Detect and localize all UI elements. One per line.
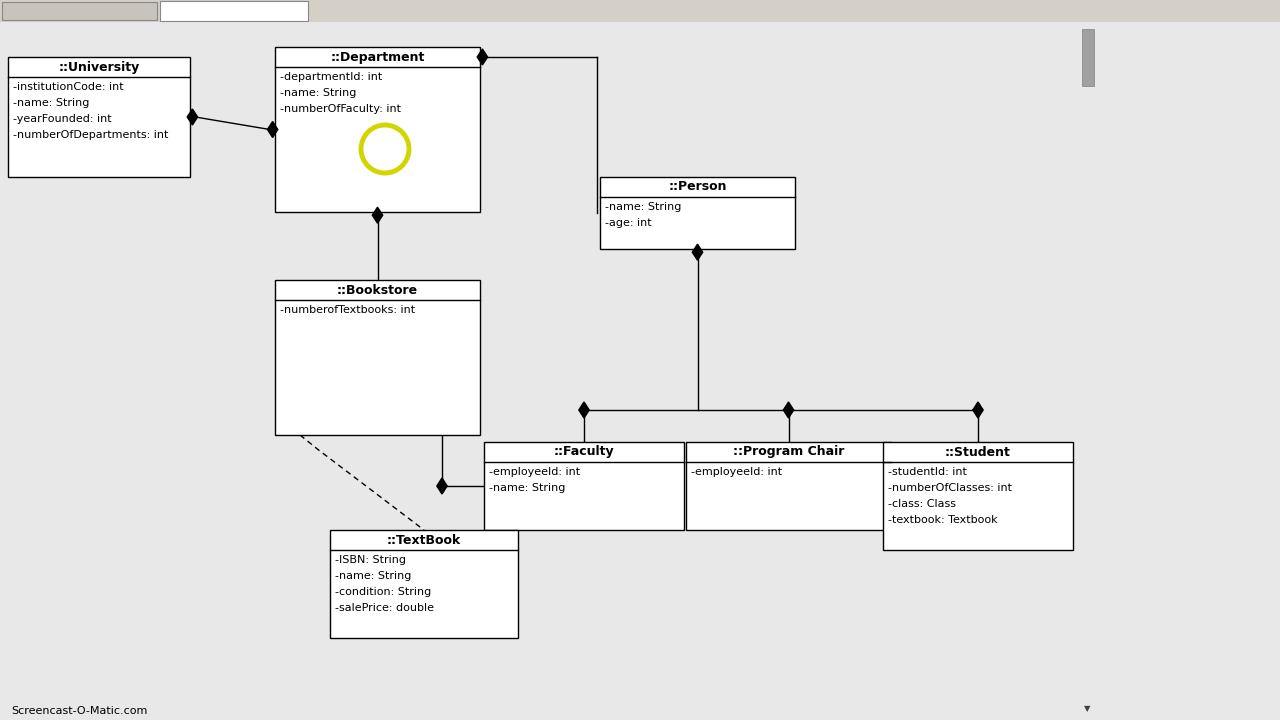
Text: ::Bookstore: ::Bookstore [337,284,419,297]
Text: -employeeId: int: -employeeId: int [691,467,782,477]
Bar [275,47,480,212]
Text: -name: String: -name: String [280,88,356,98]
Text: -employeeId: int: -employeeId: int [489,467,580,477]
Text: -yearFounded: int: -yearFounded: int [13,114,111,124]
Text: -age: int: -age: int [605,217,652,228]
Text: -textbook: Textbook: -textbook: Textbook [888,515,997,525]
Bar [883,442,1073,550]
Text: ::Department: ::Department [330,50,425,63]
Text: -departmentId: int: -departmentId: int [280,71,383,81]
Text: ::Faculty: ::Faculty [554,446,614,459]
Text: ::Program Chair: ::Program Chair [733,446,845,459]
Polygon shape [187,109,197,125]
Bar [8,57,189,177]
Text: 🔷: 🔷 [8,6,14,16]
Text: 📋: 📋 [168,6,174,16]
Text: UseCaseDiagram.uxf: UseCaseDiagram.uxf [22,6,132,16]
Text: -numberOfClasses: int: -numberOfClasses: int [888,482,1012,492]
Text: ::University: ::University [59,60,140,73]
Text: -name: String: -name: String [489,482,566,492]
Bar [275,280,480,435]
Polygon shape [477,49,488,65]
Bar [330,530,518,638]
Text: Screencast-O-Matic.com: Screencast-O-Matic.com [10,706,147,716]
Text: -numberOfDepartments: int: -numberOfDepartments: int [13,130,169,140]
Text: -institutionCode: int: -institutionCode: int [13,81,124,91]
Text: -name: String: -name: String [13,98,90,107]
Polygon shape [268,122,278,138]
Bar [686,442,891,530]
Text: -name: String: -name: String [605,202,681,212]
Text: ClassDiagram.uxf  ✕: ClassDiagram.uxf ✕ [182,6,289,16]
Text: -studentId: int: -studentId: int [888,467,966,477]
Text: -name: String: -name: String [335,570,411,580]
Polygon shape [973,402,983,418]
Polygon shape [692,244,703,260]
Polygon shape [436,478,447,494]
Text: -class: Class: -class: Class [888,498,956,508]
Polygon shape [783,402,794,418]
Bar [600,177,795,249]
Text: ▼: ▼ [1084,704,1091,713]
Bar [1082,29,1093,86]
Text: -condition: String: -condition: String [335,587,431,597]
Text: -numberOfFaculty: int: -numberOfFaculty: int [280,104,401,114]
Polygon shape [579,402,589,418]
Polygon shape [372,207,383,223]
Text: ::TextBook: ::TextBook [387,534,461,546]
Text: ::Student: ::Student [945,446,1011,459]
Text: -ISBN: String: -ISBN: String [335,554,406,564]
Bar [484,442,684,530]
Text: ::Person: ::Person [668,181,727,194]
Text: ▲: ▲ [1084,7,1091,17]
Text: -numberofTextbooks: int: -numberofTextbooks: int [280,305,415,315]
Text: -salePrice: double: -salePrice: double [335,603,434,613]
